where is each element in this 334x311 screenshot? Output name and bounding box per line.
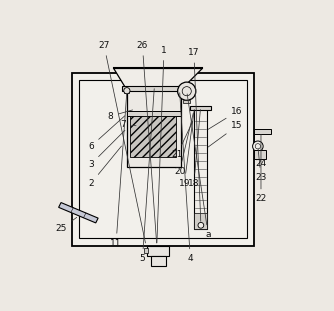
Text: 18: 18 xyxy=(188,109,200,188)
Bar xyxy=(79,81,246,239)
Bar xyxy=(72,73,254,246)
Circle shape xyxy=(253,141,263,151)
Bar xyxy=(127,111,181,116)
Text: 7: 7 xyxy=(120,120,136,129)
Text: 11: 11 xyxy=(110,94,127,248)
Bar xyxy=(190,105,211,110)
Bar xyxy=(122,86,186,91)
Text: 15: 15 xyxy=(208,121,243,147)
Text: 8: 8 xyxy=(107,110,133,121)
Polygon shape xyxy=(114,68,202,90)
Text: 23: 23 xyxy=(255,149,267,182)
Text: 16: 16 xyxy=(208,107,243,129)
Text: 17: 17 xyxy=(188,49,201,221)
Polygon shape xyxy=(59,202,98,223)
Text: 26: 26 xyxy=(137,41,157,243)
Text: 1: 1 xyxy=(157,46,167,243)
Text: 4: 4 xyxy=(180,93,193,263)
Text: a: a xyxy=(187,94,211,239)
Bar xyxy=(125,89,129,93)
Bar xyxy=(147,246,169,257)
Text: 27: 27 xyxy=(99,41,146,243)
Bar xyxy=(144,248,148,253)
Text: 19: 19 xyxy=(179,109,194,188)
Bar xyxy=(127,90,181,167)
Bar xyxy=(254,129,271,134)
Text: 6: 6 xyxy=(88,116,125,151)
Text: 2: 2 xyxy=(88,146,122,188)
Bar xyxy=(151,256,166,266)
Text: 24: 24 xyxy=(256,153,267,168)
Bar xyxy=(183,100,190,103)
Text: 21: 21 xyxy=(171,121,193,159)
Bar xyxy=(194,213,207,229)
Text: 22: 22 xyxy=(256,134,267,203)
Text: 5: 5 xyxy=(140,89,154,263)
Bar xyxy=(131,116,176,157)
Text: 25: 25 xyxy=(55,217,77,233)
Text: 3: 3 xyxy=(88,130,125,169)
Bar xyxy=(254,150,266,160)
Text: 20: 20 xyxy=(174,113,193,176)
Circle shape xyxy=(178,82,196,100)
Bar xyxy=(194,108,207,229)
Circle shape xyxy=(124,88,130,94)
Circle shape xyxy=(198,222,204,228)
